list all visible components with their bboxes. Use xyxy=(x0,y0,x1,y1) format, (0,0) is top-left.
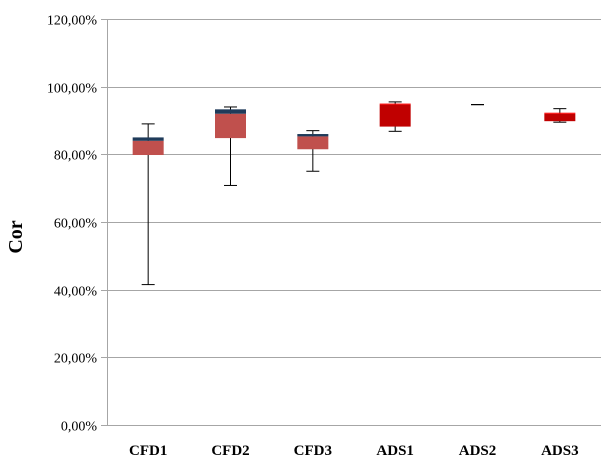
x-category-labels: CFD1 CFD2 CFD3 ADS1 ADS2 ADS3 xyxy=(129,443,579,459)
box-lower xyxy=(132,140,164,156)
y-tick-label: 40,00% xyxy=(54,285,98,300)
box-upper xyxy=(544,112,576,114)
y-tick-label: 120,00% xyxy=(47,14,98,29)
x-category-label: ADS3 xyxy=(541,443,579,459)
box-lower xyxy=(297,136,329,150)
box-cfd3 xyxy=(297,130,329,172)
y-tick-label: 100,00% xyxy=(47,82,98,97)
y-tick-label: 20,00% xyxy=(54,352,98,367)
gridlines xyxy=(101,19,601,426)
box-lower xyxy=(215,113,246,139)
box-upper xyxy=(132,137,164,141)
box-ads1 xyxy=(379,101,411,132)
x-category-label: ADS2 xyxy=(459,443,497,459)
box-lower xyxy=(379,104,411,127)
box-upper xyxy=(379,103,411,105)
y-tick-label: 60,00% xyxy=(54,217,98,232)
y-tick-label: 0,00% xyxy=(61,420,98,435)
box-cfd1 xyxy=(132,123,164,286)
y-tick-labels: 0,00% 20,00% 40,00% 60,00% 80,00% 100,00% 120,… xyxy=(47,14,98,435)
x-category-label: CFD2 xyxy=(211,443,249,459)
y-axis-title: Cor xyxy=(5,220,27,253)
box-ads3 xyxy=(544,108,576,123)
boxes xyxy=(132,101,576,286)
x-category-label: CFD3 xyxy=(294,443,332,459)
x-category-label: CFD1 xyxy=(129,443,167,459)
box-upper xyxy=(297,134,329,137)
box-cfd2 xyxy=(215,106,246,186)
x-category-label: ADS1 xyxy=(376,443,414,459)
box-lower xyxy=(544,113,576,122)
box-upper xyxy=(215,109,246,114)
y-tick-label: 80,00% xyxy=(54,149,98,164)
